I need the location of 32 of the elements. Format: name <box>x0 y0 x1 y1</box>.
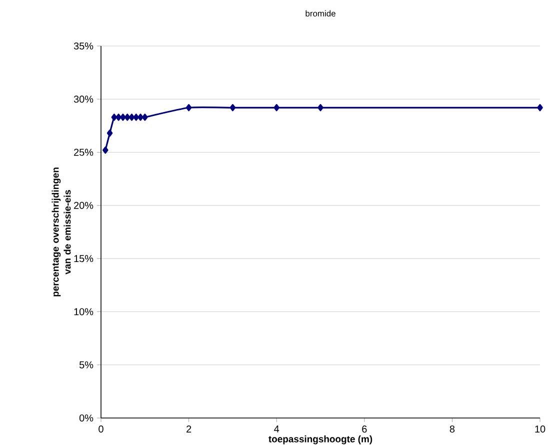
x-tick-label: 8 <box>450 426 455 433</box>
chart-title: bromide <box>306 10 336 16</box>
point <box>120 114 126 121</box>
x-axis-title: toepassingshoogte (m) <box>268 435 372 444</box>
point <box>133 114 140 121</box>
point <box>106 130 113 137</box>
x-tick-label: 4 <box>274 426 280 432</box>
y-tick-label: 15% <box>74 255 94 262</box>
y-tick-label: 5% <box>79 361 94 368</box>
y-axis-title: percentage overschrijdingen van de emissie-eis <box>52 168 71 296</box>
point <box>111 114 118 121</box>
point <box>274 104 280 112</box>
point <box>318 104 324 112</box>
x-tick-label: 6 <box>362 426 367 433</box>
y-tick-label: 0% <box>79 414 94 422</box>
y-tick-label: 20% <box>74 202 94 209</box>
point <box>124 114 130 121</box>
y-tick-label: 10% <box>74 308 94 316</box>
y-tick-label: 25% <box>74 148 94 156</box>
point <box>128 114 135 121</box>
point <box>142 114 148 121</box>
y-tick-label: 30% <box>74 96 94 103</box>
point <box>186 104 192 112</box>
point <box>102 146 108 154</box>
x-tick-label: 0 <box>98 426 104 433</box>
point <box>537 104 543 112</box>
point <box>230 104 236 112</box>
x-tick-label: 2 <box>186 426 192 432</box>
point <box>138 114 144 121</box>
x-tick-label: 10 <box>535 426 546 433</box>
y-tick-label: 35% <box>74 42 94 50</box>
point <box>116 114 122 121</box>
